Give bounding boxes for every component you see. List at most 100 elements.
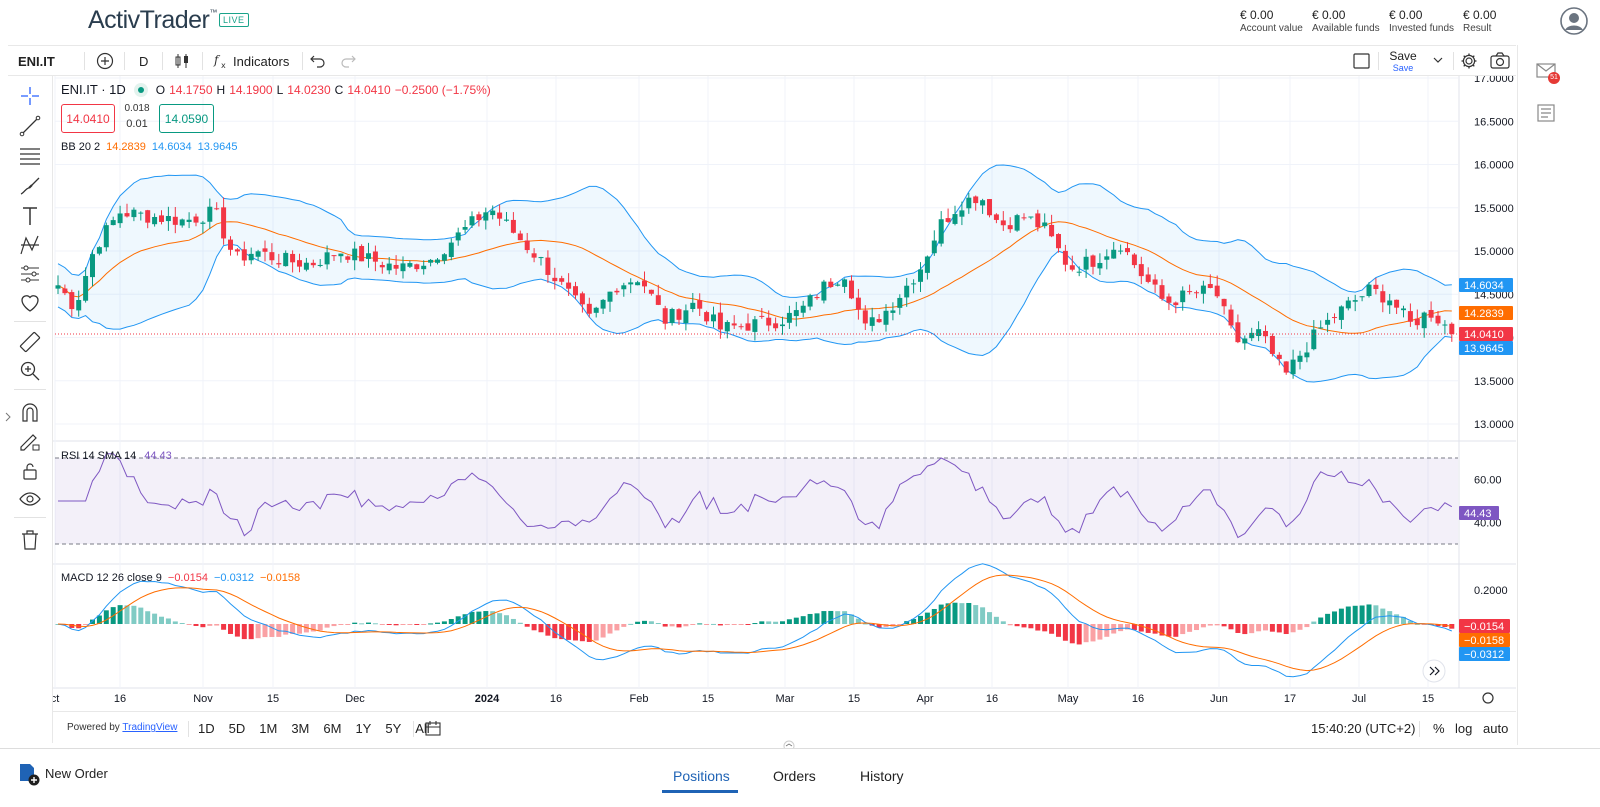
range-1d[interactable]: 1D (198, 721, 215, 736)
candle-body (497, 212, 503, 219)
camera-screenshot-icon[interactable] (1490, 52, 1510, 70)
tab-positions[interactable]: Positions (673, 768, 730, 784)
macd-histogram-bar (69, 624, 75, 628)
bollinger-band-fill (57, 164, 1452, 383)
macd-histogram-bar (669, 624, 675, 627)
fullscreen-layout-icon[interactable] (1353, 53, 1370, 69)
save-button[interactable]: Save Save (1388, 50, 1418, 74)
compare-add-icon[interactable] (96, 52, 114, 70)
symbol-search[interactable]: ENI.IT (18, 53, 55, 69)
messages-mail-icon[interactable] (1536, 62, 1558, 80)
macd-histogram-bar (945, 603, 951, 624)
time-tick-label: Mar (776, 693, 795, 705)
macd-histogram-bar (793, 617, 799, 624)
divider (14, 517, 46, 518)
activtrader-logo[interactable]: ActivTrader™ (88, 6, 217, 35)
redo-icon[interactable] (340, 54, 356, 68)
axis-settings-gear-icon (1482, 692, 1494, 704)
macd-histogram-bar (90, 619, 95, 624)
candle-body (290, 253, 296, 263)
prediction-measure-icon[interactable] (18, 262, 42, 286)
candle-body (269, 252, 275, 261)
news-icon[interactable] (1536, 103, 1556, 123)
candle-body (897, 297, 903, 308)
interval-selector[interactable]: D (139, 53, 149, 69)
tab-history[interactable]: History (860, 768, 904, 784)
undo-icon[interactable] (310, 54, 326, 68)
trend-line-icon[interactable] (18, 114, 42, 138)
range-3m[interactable]: 3M (291, 721, 310, 736)
save-sublabel: Save (1392, 63, 1414, 73)
zoom-in-icon[interactable] (18, 359, 42, 383)
range-5d[interactable]: 5D (228, 721, 246, 736)
trash-icon[interactable] (18, 528, 42, 552)
candle-body (614, 290, 620, 293)
candle-body (262, 248, 268, 252)
macd-line-value: −0.0312 (213, 572, 255, 584)
candle-body (55, 285, 61, 289)
bb-mid-price-tag-bg (1459, 306, 1513, 320)
date-range-calendar-icon[interactable] (425, 720, 443, 737)
macd-hist-tag-bg (1459, 619, 1510, 633)
price-tick-label: 13.0000 (1474, 419, 1514, 431)
macd-histogram-bar (1263, 624, 1268, 631)
expand-toolbar-chevron-icon[interactable] (4, 410, 12, 424)
macd-histogram-bar (1256, 624, 1262, 632)
range-1y[interactable]: 1Y (355, 721, 372, 736)
range-1m[interactable]: 1M (259, 721, 278, 736)
user-avatar-icon[interactable] (1560, 7, 1588, 35)
log-scale-toggle[interactable]: log (1455, 721, 1473, 736)
ruler-icon[interactable] (18, 330, 42, 354)
visibility-eye-icon[interactable] (18, 487, 42, 511)
macd-histogram-bar (179, 622, 185, 624)
candle-body (1242, 338, 1248, 344)
macd-histogram-bar (662, 624, 668, 627)
macd-histogram-bar (1221, 624, 1227, 627)
magnet-icon[interactable] (18, 400, 42, 424)
horizontal-lines-icon[interactable] (18, 144, 42, 168)
crosshair-icon[interactable] (18, 84, 42, 108)
price-tick-label: 15.5000 (1474, 203, 1514, 215)
price-tick-label: 13.5000 (1474, 376, 1514, 388)
range-5y[interactable]: 5Y (385, 721, 402, 736)
macd-histogram-bar (476, 611, 482, 624)
lock-icon[interactable] (18, 459, 42, 483)
favorites-heart-icon[interactable] (18, 291, 42, 315)
lock-drawing-icon[interactable] (18, 429, 42, 453)
macd-histogram-bar (1056, 624, 1061, 637)
new-order-icon[interactable] (18, 762, 40, 786)
clock-timezone[interactable]: 15:40:20 (UTC+2) (1311, 721, 1416, 736)
candle-body (545, 257, 551, 275)
sell-price-button[interactable]: 14.0410 (61, 104, 115, 133)
indicators-button[interactable]: Indicators (233, 53, 290, 69)
new-order-button[interactable]: New Order (45, 766, 108, 781)
range-6m[interactable]: 6M (323, 721, 342, 736)
macd-histogram-bar (828, 610, 834, 624)
tab-orders[interactable]: Orders (773, 768, 816, 784)
brush-icon[interactable] (18, 174, 42, 198)
candle-body (83, 276, 89, 301)
bb-lower-value: 13.9645 (197, 141, 238, 153)
buy-price-button[interactable]: 14.0590 (159, 104, 214, 133)
price-chart[interactable]: 17.0000 16.5000 16.0000 15.5000 15.0000 14.50… (53, 76, 1516, 710)
divider (162, 52, 163, 70)
auto-scale-toggle[interactable]: auto (1483, 721, 1509, 736)
candles-chart-type-icon[interactable] (173, 52, 191, 70)
candle-body (1076, 271, 1082, 273)
rsi-value: 44.43 (144, 450, 172, 462)
percent-scale-toggle[interactable]: % (1433, 721, 1445, 736)
settings-gear-icon[interactable] (1460, 52, 1478, 70)
candle-body (310, 262, 316, 266)
chevron-down-icon[interactable] (1433, 57, 1443, 64)
macd-histogram-bar (1235, 624, 1241, 633)
tradingview-link[interactable]: TradingView (122, 722, 178, 733)
candle-body (849, 280, 854, 299)
rsi-tag-bg (1459, 506, 1499, 520)
panel-collapse-chevron-icon[interactable] (783, 740, 795, 748)
text-tool-icon[interactable] (18, 204, 42, 228)
pattern-tool-icon[interactable] (18, 233, 42, 257)
macd-histogram-bar (876, 624, 882, 628)
candle-body (586, 303, 592, 314)
